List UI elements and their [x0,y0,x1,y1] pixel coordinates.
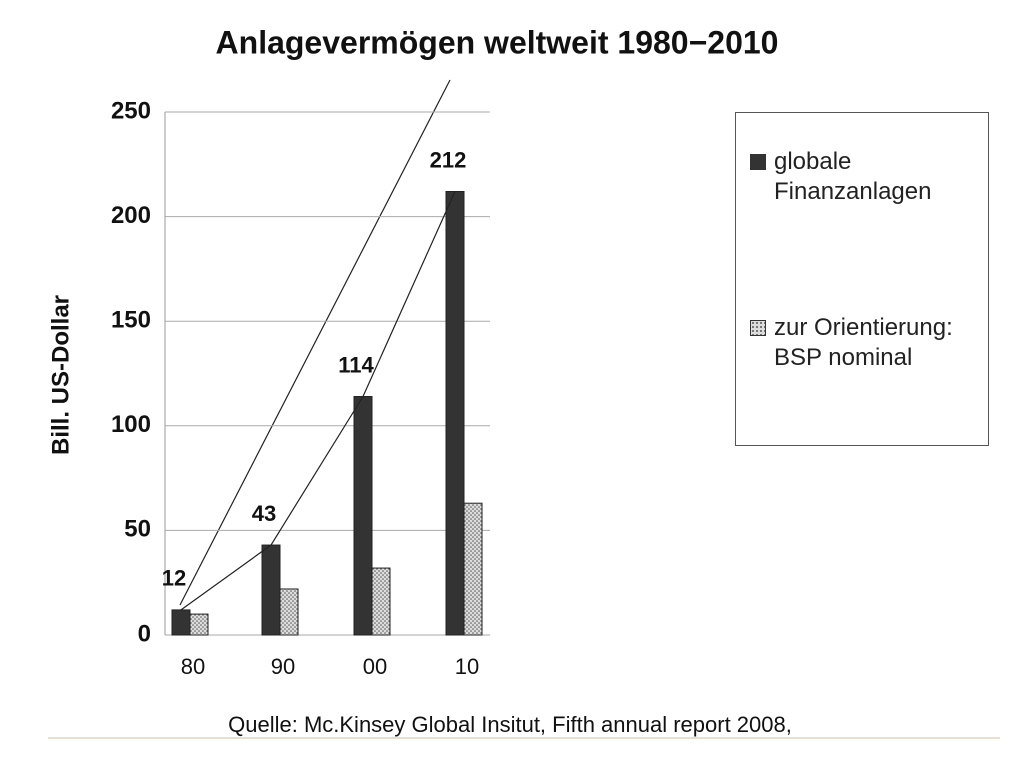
bar [463,502,483,636]
x-tick-label: 00 [363,654,387,679]
trend-line [179,79,451,606]
data-label: 43 [252,501,276,526]
data-label: 114 [338,352,374,377]
data-label: 212 [430,147,467,172]
y-tick-label: 0 [138,620,151,647]
y-tick-label: 200 [111,202,151,229]
legend: globale Finanzanlagen zur Orientierung: B… [735,112,989,446]
y-axis-label: Bill. US-Dollar [47,295,74,455]
legend-item: zur Orientierung: BSP nominal [750,313,980,373]
bar [171,609,191,636]
y-tick-label: 100 [111,411,151,438]
y-tick-label: 250 [111,97,151,124]
legend-label: globale Finanzanlagen [774,148,932,205]
bar [261,544,281,636]
chart-title: Anlagevermögen weltweit 1980−2010 [216,24,779,60]
bar [279,588,299,636]
data-label: 12 [162,566,186,591]
x-tick-label: 80 [181,654,205,679]
x-tick-label: 90 [271,654,295,679]
y-tick-label: 50 [124,516,151,543]
bar [189,613,209,636]
bar [371,567,391,636]
legend-swatch [750,154,766,170]
source: Quelle: Mc.Kinsey Global Insitut, Fifth … [228,712,792,737]
x-tick-label: 10 [455,654,479,679]
bar [445,190,465,636]
legend-label: zur Orientierung: BSP nominal [774,314,953,371]
legend-swatch [750,320,766,336]
trend-line [180,191,456,611]
bar [353,396,373,636]
legend-item: globale Finanzanlagen [750,147,980,207]
y-tick-label: 150 [111,307,151,334]
